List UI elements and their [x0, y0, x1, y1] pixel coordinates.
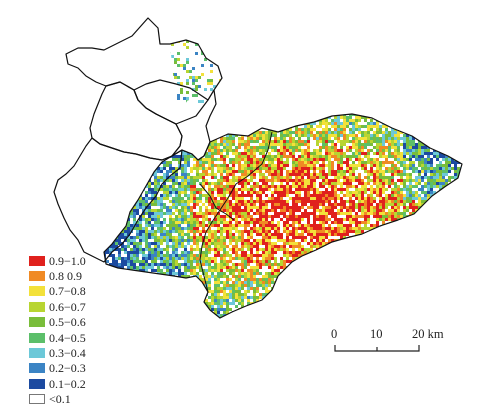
legend-label: 0.4−0.5 [49, 330, 86, 345]
boundary-west-district [53, 137, 183, 263]
legend-swatch [29, 348, 45, 359]
legend-swatch [29, 378, 45, 389]
legend-label: <0.1 [49, 392, 71, 407]
legend-item: 0.9−1.0 [29, 253, 139, 268]
boundary-north-district [65, 17, 223, 125]
scale-tick-10: 10 [370, 327, 383, 341]
legend-item: 0.3−0.4 [29, 345, 139, 360]
legend-item: <0.1 [29, 392, 139, 407]
legend-item: 0.5−0.6 [29, 315, 139, 330]
raster-layer [104, 40, 462, 318]
scale-bar: 0 10 20 km [330, 325, 470, 365]
legend-swatch [29, 363, 45, 374]
legend-label: 0.8 0.9 [49, 269, 82, 284]
legend-label: 0.7−0.8 [49, 284, 86, 299]
legend-label: 0.2−0.3 [49, 361, 86, 376]
legend-label: 0.9−1.0 [49, 253, 86, 268]
legend: 0.9−1.0 0.8 0.9 0.7−0.8 0.6−0.7 0.5−0.6 0.4−0… [29, 253, 139, 407]
district-boundaries [53, 17, 463, 319]
legend-item: 0.7−0.8 [29, 284, 139, 299]
scale-tick-20: 20 km [412, 327, 444, 341]
legend-swatch [29, 271, 45, 282]
scale-tick-0: 0 [331, 327, 338, 341]
legend-item: 0.8 0.9 [29, 268, 139, 283]
legend-label: 0.6−0.7 [49, 299, 86, 314]
legend-item: 0.4−0.5 [29, 330, 139, 345]
legend-label: 0.5−0.6 [49, 315, 86, 330]
legend-item: 0.1−0.2 [29, 376, 139, 391]
boundary-main-east [103, 113, 463, 319]
legend-label: 0.1−0.2 [49, 376, 86, 391]
legend-swatch [29, 255, 45, 266]
legend-item: 0.6−0.7 [29, 299, 139, 314]
legend-swatch [29, 394, 45, 405]
legend-swatch [29, 332, 45, 343]
legend-item: 0.2−0.3 [29, 361, 139, 376]
boundary-mid-district [133, 79, 217, 161]
scale-bar-line [334, 345, 420, 352]
legend-swatch [29, 286, 45, 297]
legend-label: 0.3−0.4 [49, 346, 86, 361]
legend-swatch [29, 317, 45, 328]
boundary-inner-2 [199, 183, 235, 221]
legend-swatch [29, 301, 45, 312]
